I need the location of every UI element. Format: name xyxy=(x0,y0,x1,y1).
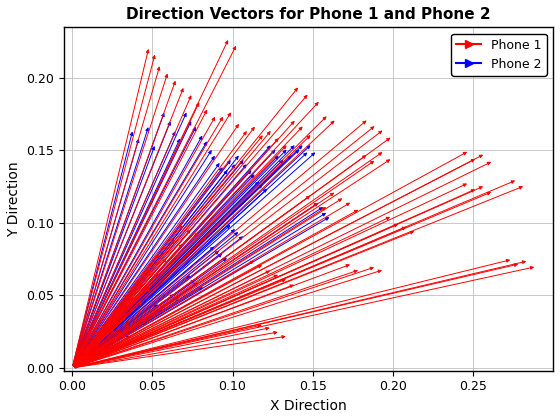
Y-axis label: Y Direction: Y Direction xyxy=(7,161,21,237)
X-axis label: X Direction: X Direction xyxy=(270,399,347,413)
Legend: Phone 1, Phone 2: Phone 1, Phone 2 xyxy=(451,34,547,76)
Title: Direction Vectors for Phone 1 and Phone 2: Direction Vectors for Phone 1 and Phone … xyxy=(127,7,491,22)
